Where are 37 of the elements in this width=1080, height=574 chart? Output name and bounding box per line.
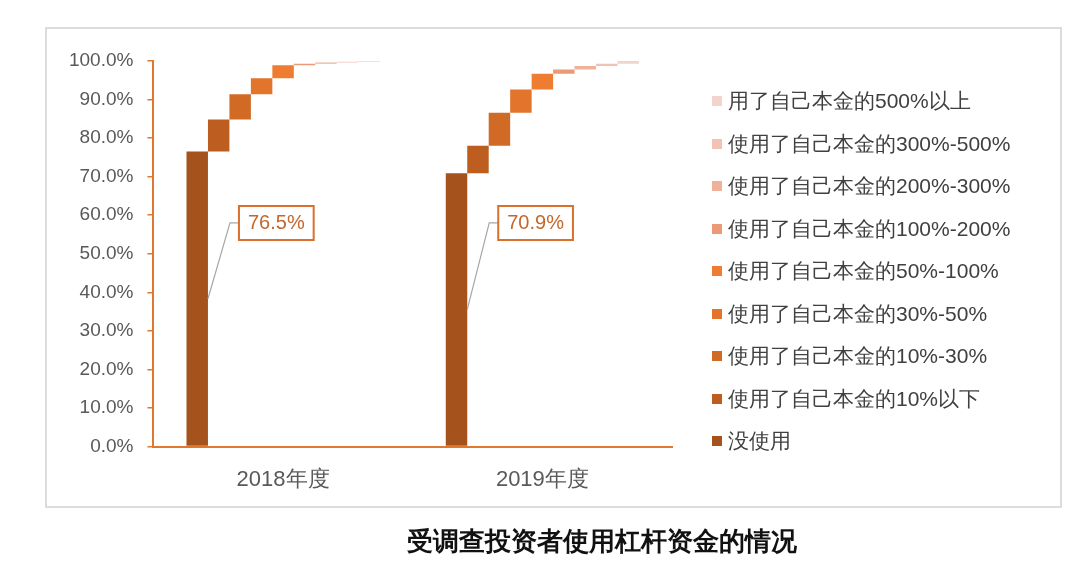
bar [531,73,554,90]
legend-label: 使用了自己本金的50%-100% [728,258,999,285]
bar [553,69,575,74]
legend-label: 使用了自己本金的10%-30% [728,343,988,370]
y-tick-label: 60.0% [79,203,134,225]
y-tick-label: 90.0% [79,87,134,109]
bar [488,112,511,146]
y-tick-label: 100.0% [68,49,134,71]
y-tick-label: 10.0% [79,396,134,418]
legend-label: 使用了自己本金的300%-500% [728,130,1011,157]
bar [229,94,251,120]
bar [250,78,273,95]
legend-label: 使用了自己本金的200%-300% [728,173,1011,200]
y-tick-label: 80.0% [79,126,134,148]
y-tick-label: 70.0% [79,164,134,186]
text: 受调查投资者使用杠杆资金的情况 [406,525,798,558]
bar [272,65,294,79]
y-tick-label: 50.0% [79,242,134,264]
bar [207,119,230,152]
bar [445,173,468,446]
legend-label: 使用了自己本金的10%以下 [728,385,981,412]
y-tick-label: 40.0% [79,280,134,302]
data-label: 76.5% [247,211,305,234]
legend-label: 用了自己本金的500%以上 [728,88,971,115]
y-tick-label: 30.0% [79,319,134,341]
bar [467,145,489,174]
data-label: 70.9% [507,211,565,234]
bar [617,61,639,64]
bar [186,151,208,446]
legend-label: 使用了自己本金的30%-50% [728,300,988,327]
x-tick-label: 2019年度 [495,465,589,491]
legend-label: 没使用 [728,428,791,455]
legend-label: 使用了自己本金的100%-200% [728,215,1011,242]
bar [510,89,532,113]
y-tick-label: 20.0% [79,357,134,379]
y-tick-label: 0.0% [90,434,134,456]
x-tick-label: 2018年度 [236,465,330,491]
